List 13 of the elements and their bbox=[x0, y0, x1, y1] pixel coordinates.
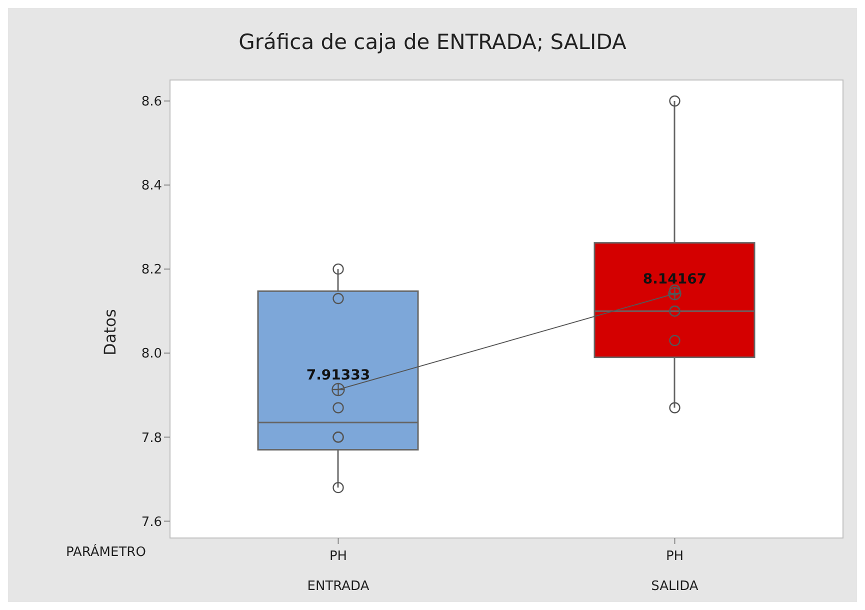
y-tick-label: 8.2 bbox=[141, 262, 162, 278]
y-tick-label: 7.6 bbox=[141, 514, 162, 530]
y-tick-label: 8.6 bbox=[141, 94, 162, 110]
y-tick-label: 7.8 bbox=[141, 430, 162, 446]
x-tick-label: PH ENTRADA bbox=[307, 549, 370, 594]
x-axis-title: PARÁMETRO bbox=[66, 545, 146, 560]
data-label: 7.91333 bbox=[306, 368, 370, 384]
chart-title: Gráfica de caja de ENTRADA; SALIDA bbox=[238, 30, 628, 54]
data-label: 8.14167 bbox=[642, 272, 707, 288]
y-tick-label: 8.0 bbox=[141, 346, 162, 362]
y-axis-title: Datos bbox=[100, 309, 120, 356]
x-tick-label: PH SALIDA bbox=[651, 549, 698, 594]
y-tick-label: 8.4 bbox=[141, 178, 162, 194]
